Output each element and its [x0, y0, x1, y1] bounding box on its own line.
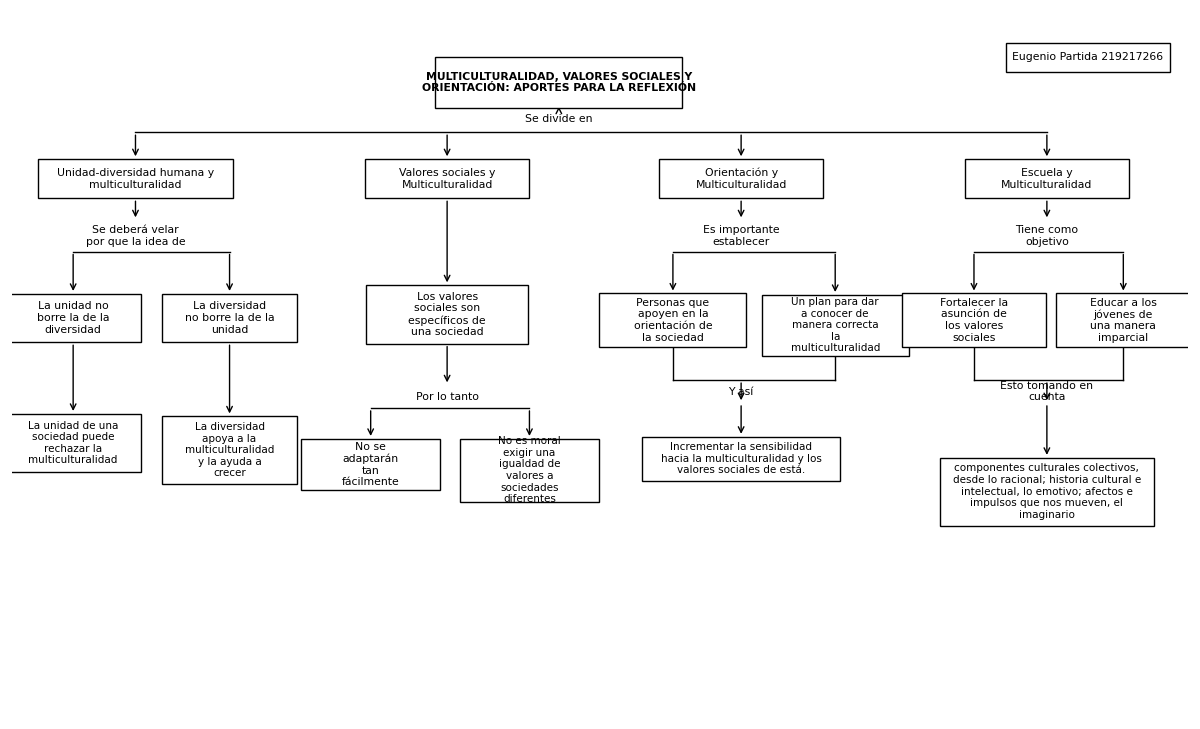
Text: Tiene como
objetivo: Tiene como objetivo [1015, 225, 1079, 246]
FancyBboxPatch shape [365, 159, 529, 198]
FancyBboxPatch shape [366, 285, 528, 344]
Text: Escuela y
Multiculturalidad: Escuela y Multiculturalidad [1001, 168, 1092, 190]
FancyBboxPatch shape [642, 437, 840, 481]
FancyBboxPatch shape [600, 293, 746, 347]
Text: Valores sociales y
Multiculturalidad: Valores sociales y Multiculturalidad [398, 168, 496, 190]
FancyBboxPatch shape [162, 416, 298, 484]
Text: Se divide en: Se divide en [526, 114, 593, 125]
Text: Educar a los
jóvenes de
una manera
imparcial: Educar a los jóvenes de una manera impar… [1090, 297, 1157, 343]
FancyBboxPatch shape [659, 159, 823, 198]
Text: La unidad de una
sociedad puede
rechazar la
multiculturalidad: La unidad de una sociedad puede rechazar… [28, 421, 119, 466]
Text: Esto tomando en
cuenta: Esto tomando en cuenta [1001, 381, 1093, 402]
Text: La unidad no
borre la de la
diversidad: La unidad no borre la de la diversidad [37, 302, 109, 335]
FancyBboxPatch shape [1056, 293, 1190, 347]
FancyBboxPatch shape [460, 439, 599, 502]
FancyBboxPatch shape [6, 294, 140, 343]
FancyBboxPatch shape [902, 293, 1045, 347]
Text: Orientación y
Multiculturalidad: Orientación y Multiculturalidad [696, 168, 787, 190]
FancyBboxPatch shape [940, 458, 1154, 526]
Text: MULTICULTURALIDAD, VALORES SOCIALES Y
ORIENTACIÓN: APORTES PARA LA REFLEXIÓN: MULTICULTURALIDAD, VALORES SOCIALES Y OR… [421, 71, 696, 93]
Text: Fortalecer la
asunción de
los valores
sociales: Fortalecer la asunción de los valores so… [940, 298, 1008, 343]
Text: Es importante
establecer: Es importante establecer [703, 225, 780, 246]
Text: Por lo tanto: Por lo tanto [415, 391, 479, 402]
Text: Y así: Y así [728, 386, 754, 397]
Text: La diversidad
apoya a la
multiculturalidad
y la ayuda a
crecer: La diversidad apoya a la multiculturalid… [185, 422, 275, 478]
Text: Un plan para dar
a conocer de
manera correcta
la
multiculturalidad: Un plan para dar a conocer de manera cor… [791, 297, 880, 354]
FancyBboxPatch shape [6, 414, 140, 472]
FancyBboxPatch shape [1006, 43, 1170, 71]
Text: Los valores
sociales son
específicos de
una sociedad: Los valores sociales son específicos de … [408, 292, 486, 338]
FancyBboxPatch shape [436, 57, 683, 108]
Text: Personas que
apoyen en la
orientación de
la sociedad: Personas que apoyen en la orientación de… [634, 298, 713, 343]
Text: Se deberá velar
por que la idea de: Se deberá velar por que la idea de [85, 225, 185, 246]
FancyBboxPatch shape [301, 439, 440, 490]
Text: No se
adaptarán
tan
fácilmente: No se adaptarán tan fácilmente [342, 442, 400, 487]
FancyBboxPatch shape [965, 159, 1129, 198]
Text: Incrementar la sensibilidad
hacia la multiculturalidad y los
valores sociales de: Incrementar la sensibilidad hacia la mul… [661, 443, 822, 475]
Text: Eugenio Partida 219217266: Eugenio Partida 219217266 [1013, 52, 1164, 62]
Text: Unidad-diversidad humana y
multiculturalidad: Unidad-diversidad humana y multicultural… [56, 168, 214, 190]
FancyBboxPatch shape [762, 295, 908, 356]
Text: componentes culturales colectivos,
desde lo racional; historia cultural e
intele: componentes culturales colectivos, desde… [953, 464, 1141, 520]
Text: La diversidad
no borre la de la
unidad: La diversidad no borre la de la unidad [185, 302, 275, 335]
FancyBboxPatch shape [38, 159, 233, 198]
Text: No es moral
exigir una
igualdad de
valores a
sociedades
diferentes: No es moral exigir una igualdad de valor… [498, 436, 560, 504]
FancyBboxPatch shape [162, 294, 298, 343]
